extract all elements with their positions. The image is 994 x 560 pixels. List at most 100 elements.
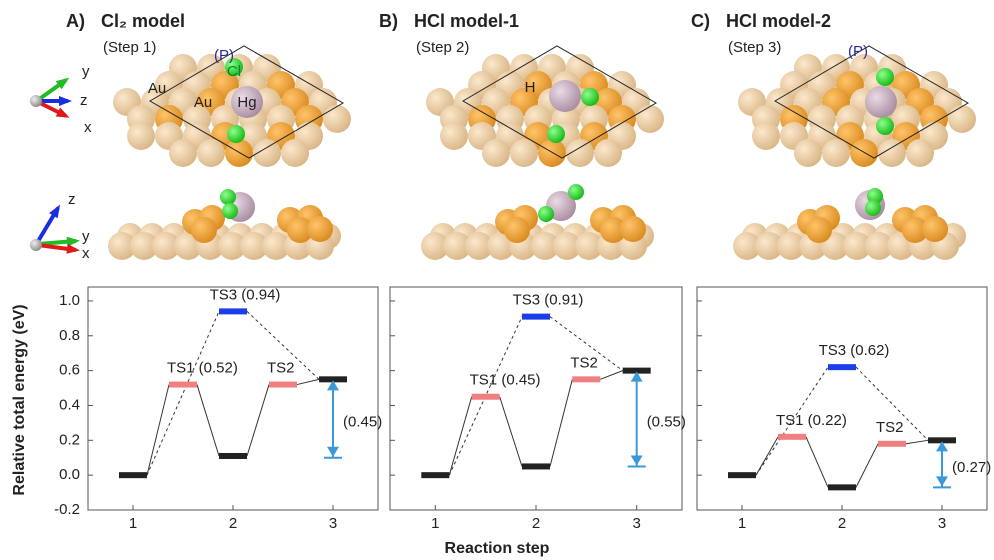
connector bbox=[197, 385, 219, 456]
barrier-arrowhead bbox=[327, 447, 339, 457]
atom bbox=[281, 139, 309, 167]
barrier-arrowhead bbox=[936, 476, 948, 486]
atom-cl bbox=[876, 68, 894, 86]
energy-level bbox=[778, 434, 806, 440]
atom-cl bbox=[222, 203, 238, 219]
atom-cl bbox=[865, 200, 881, 216]
triad-origin bbox=[30, 95, 42, 107]
atom bbox=[191, 217, 217, 243]
panel-label: C) bbox=[691, 11, 710, 31]
energy-level bbox=[169, 382, 197, 388]
atom-hg bbox=[549, 80, 581, 112]
atom bbox=[510, 139, 538, 167]
atom bbox=[948, 105, 976, 133]
energy-level bbox=[572, 376, 600, 382]
energy-level bbox=[119, 472, 147, 478]
y-tick-label: 1.0 bbox=[59, 292, 80, 309]
triad-arrowhead bbox=[49, 205, 60, 219]
atom bbox=[323, 105, 351, 133]
atom bbox=[594, 139, 622, 167]
atom-hg bbox=[865, 86, 897, 118]
structure-label: H bbox=[525, 79, 536, 96]
x-tick-label: 1 bbox=[431, 515, 439, 532]
atom bbox=[636, 105, 664, 133]
energy-level bbox=[472, 394, 500, 400]
barrier-label: (0.55) bbox=[647, 414, 686, 431]
energy-level bbox=[421, 472, 449, 478]
y-axis-label: Relative total energy (eV) bbox=[11, 304, 28, 495]
triad-arrowhead bbox=[56, 108, 70, 118]
panel-title: HCl model-1 bbox=[414, 11, 519, 31]
level-label: TS3 (0.62) bbox=[819, 342, 890, 359]
triad-label: z bbox=[68, 191, 76, 208]
atom bbox=[794, 139, 822, 167]
triad-label: z bbox=[80, 92, 88, 109]
level-label: TS3 (0.91) bbox=[513, 292, 584, 309]
barrier-label: (0.27) bbox=[952, 459, 991, 476]
triad-origin bbox=[30, 239, 42, 251]
structure-label: Au bbox=[194, 94, 212, 111]
panel-subtitle: (Step 3) bbox=[728, 39, 781, 56]
level-label: TS1 (0.52) bbox=[167, 360, 238, 377]
energy-level bbox=[522, 314, 550, 320]
barrier-arrowhead bbox=[631, 455, 643, 465]
level-label: TS1 (0.45) bbox=[470, 372, 541, 389]
atom bbox=[440, 122, 468, 150]
energy-level bbox=[219, 308, 247, 314]
atom-cl bbox=[220, 189, 236, 205]
y-tick-label: 0.0 bbox=[59, 466, 80, 483]
triad-label: y bbox=[82, 63, 90, 80]
y-tick-label: 0.2 bbox=[59, 431, 80, 448]
atom-cl bbox=[538, 206, 554, 222]
structure-label: (P) bbox=[214, 47, 234, 64]
connector bbox=[449, 397, 471, 475]
atom bbox=[504, 217, 530, 243]
atom bbox=[806, 217, 832, 243]
level-label: TS2 bbox=[267, 360, 295, 377]
atom bbox=[482, 139, 510, 167]
atom bbox=[752, 122, 780, 150]
level-label: TS2 bbox=[876, 419, 904, 436]
level-label: TS2 bbox=[570, 354, 598, 371]
x-tick-label: 3 bbox=[938, 515, 946, 532]
panel-title: HCl model-2 bbox=[726, 11, 831, 31]
connector bbox=[147, 385, 169, 476]
y-tick-label: -0.2 bbox=[54, 501, 80, 518]
x-tick-label: 3 bbox=[633, 515, 641, 532]
connector bbox=[247, 385, 269, 456]
connector bbox=[550, 379, 572, 466]
energy-level bbox=[828, 364, 856, 370]
connector bbox=[297, 379, 319, 384]
triad-arrowhead bbox=[66, 244, 80, 254]
figure: Relative total energy (eV) Reaction step… bbox=[0, 0, 994, 560]
atom-cl bbox=[568, 184, 584, 200]
connector bbox=[500, 397, 522, 467]
energy-level bbox=[878, 441, 906, 447]
atom bbox=[225, 139, 253, 167]
x-tick-label: 3 bbox=[329, 515, 337, 532]
connector bbox=[856, 444, 878, 488]
connector bbox=[906, 440, 928, 443]
atom bbox=[538, 139, 566, 167]
energy-level bbox=[728, 472, 756, 478]
triad-label: x bbox=[84, 119, 92, 136]
triad-label: y bbox=[82, 228, 90, 245]
panel-label: A) bbox=[66, 11, 85, 31]
atom bbox=[906, 139, 934, 167]
energy-level bbox=[269, 382, 297, 388]
atom bbox=[197, 139, 225, 167]
energy-level bbox=[828, 484, 856, 490]
x-tick-label: 1 bbox=[738, 515, 746, 532]
atom bbox=[307, 216, 333, 242]
x-axis-label: Reaction step bbox=[445, 540, 550, 557]
x-tick-label: 2 bbox=[532, 515, 540, 532]
energy-level bbox=[219, 453, 247, 459]
structure-label: Hg bbox=[237, 94, 256, 111]
structure-label: Au bbox=[148, 80, 166, 97]
atom bbox=[169, 139, 197, 167]
x-tick-label: 1 bbox=[129, 515, 137, 532]
level-label: TS3 (0.94) bbox=[210, 286, 281, 303]
structure-label: (P) bbox=[848, 43, 868, 60]
dashed-connector bbox=[147, 311, 219, 475]
atom bbox=[620, 216, 646, 242]
